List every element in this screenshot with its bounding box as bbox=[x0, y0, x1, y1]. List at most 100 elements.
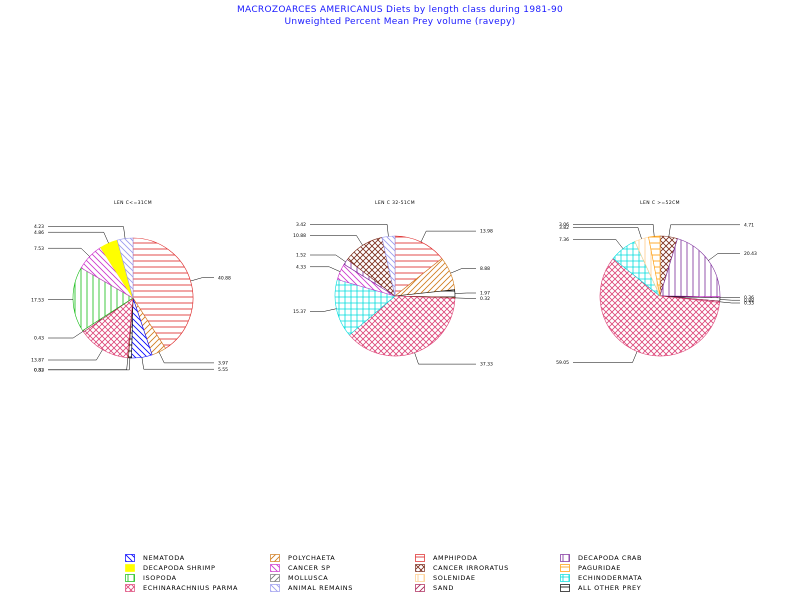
chart-title-line-2: Unweighted Percent Mean Prey volume (rav… bbox=[284, 17, 516, 27]
leader-line bbox=[310, 235, 363, 246]
pie-slice-isopoda bbox=[72, 267, 134, 332]
pie-value-label: 13.98 bbox=[480, 229, 493, 235]
pie-value-label: 15.37 bbox=[293, 309, 306, 315]
pie-value-label: 4.33 bbox=[296, 264, 306, 270]
pie-value-label: 0.36 bbox=[744, 295, 754, 301]
leader-line bbox=[310, 308, 337, 312]
leader-line bbox=[48, 247, 90, 257]
pie-value-label: 59.05 bbox=[556, 360, 569, 366]
legend-swatch bbox=[415, 554, 425, 562]
leader-line bbox=[310, 254, 346, 263]
leader-line bbox=[48, 357, 131, 371]
pie-value-label: 0.33 bbox=[34, 367, 44, 373]
pie-value-label: 1.97 bbox=[480, 291, 490, 297]
pie-value-label: 1.52 bbox=[296, 253, 306, 259]
legend-label: PAGURIDAE bbox=[578, 564, 621, 572]
pie-chart-1: LEN C<=31CM 40.88 3.975.55 0.820.33 13.87 0.4… bbox=[31, 200, 231, 374]
pie-value-label: 4.23 bbox=[34, 224, 44, 230]
pie-slice-amphipoda bbox=[394, 235, 443, 297]
leader-line bbox=[190, 277, 214, 282]
pie-value-label: 3.06 bbox=[559, 222, 569, 228]
pie-value-label: 37.33 bbox=[480, 362, 493, 368]
legend-label: MOLLUSCA bbox=[288, 574, 329, 582]
leader-line bbox=[48, 226, 126, 239]
pie-chart-2: LEN C 32-51CM 13.98 8.88 1.970.32 37.33 15.37… bbox=[293, 200, 493, 368]
pie-value-label: 3.82 bbox=[559, 225, 569, 231]
pie-slice-decapoda_crab bbox=[659, 238, 721, 297]
leader-line bbox=[573, 227, 642, 239]
legend-label: ISOPODA bbox=[143, 574, 177, 582]
pie-value-label: 0.33 bbox=[744, 301, 754, 307]
pie-title: LEN C >=52CM bbox=[640, 200, 680, 206]
pie-value-label: 8.88 bbox=[480, 266, 490, 272]
leader-line bbox=[48, 349, 103, 361]
pie-value-label: 3.97 bbox=[218, 360, 228, 366]
leader-line bbox=[573, 351, 638, 363]
leader-line bbox=[573, 239, 624, 249]
pie-value-label: 17.53 bbox=[31, 297, 44, 303]
legend-label: ECHINODERMATA bbox=[578, 574, 643, 582]
pie-value-label: 3.42 bbox=[296, 222, 306, 228]
leader-line bbox=[414, 352, 476, 365]
pie-slice-echinarachnius_parma bbox=[599, 258, 720, 357]
legend-swatch bbox=[415, 584, 425, 592]
leader-line bbox=[450, 268, 476, 274]
legend-swatch bbox=[270, 564, 280, 572]
legend-label: DECAPODA SHRIMP bbox=[143, 564, 216, 572]
leader-line bbox=[708, 253, 740, 261]
pie-value-label: 0.32 bbox=[480, 296, 490, 302]
legend-label: ALL OTHER PREY bbox=[578, 584, 642, 592]
pie-value-label: 13.87 bbox=[31, 358, 44, 364]
leader-line bbox=[719, 299, 740, 301]
pie-value-label: 7.53 bbox=[34, 246, 44, 252]
pie-slice-echinarachnius_parma bbox=[83, 297, 134, 359]
pie-title: LEN C 32-51CM bbox=[375, 200, 415, 206]
pie-value-label: 20.43 bbox=[744, 251, 757, 257]
pie-value-label: 40.88 bbox=[218, 275, 231, 281]
leader-line bbox=[668, 224, 740, 237]
legend-label: CANCER IRRORATUS bbox=[433, 564, 509, 572]
legend-swatch bbox=[270, 584, 280, 592]
pie-value-label: 5.55 bbox=[218, 367, 228, 373]
pie-value-label: 7.36 bbox=[559, 237, 569, 243]
leader-line bbox=[573, 224, 655, 237]
legend-label: NEMATODA bbox=[143, 554, 185, 562]
legend-label: DECAPODA CRAB bbox=[578, 554, 643, 562]
pie-slice-animal_remains bbox=[116, 237, 134, 299]
legend-swatch bbox=[125, 574, 135, 582]
leader-line bbox=[310, 266, 341, 272]
chart-title: MACROZOARCES AMERICANUS Diets by length … bbox=[0, 4, 800, 28]
legend-label: ANIMAL REMAINS bbox=[288, 584, 353, 592]
pie-title: LEN C<=31CM bbox=[114, 200, 152, 206]
legend-label: CANCER SP bbox=[288, 564, 331, 572]
chart-title-line-1: MACROZOARCES AMERICANUS Diets by length … bbox=[236, 5, 564, 15]
legend-label: SAND bbox=[433, 584, 454, 592]
pie-value-label: 4.86 bbox=[34, 230, 44, 236]
leader-line bbox=[141, 357, 214, 370]
legend-swatch bbox=[560, 584, 570, 592]
pie-slice-echinarachnius_parma bbox=[348, 295, 456, 357]
leader-line bbox=[454, 292, 476, 294]
legend-label: AMPHIPODA bbox=[433, 554, 478, 562]
legend-swatch bbox=[125, 554, 135, 562]
legend-swatch bbox=[270, 574, 280, 582]
leader-line bbox=[158, 351, 214, 364]
legend-label: SOLENIDAE bbox=[433, 574, 476, 582]
leader-line bbox=[48, 231, 109, 244]
pie-value-label: 0.43 bbox=[34, 336, 44, 342]
leader-line bbox=[719, 301, 740, 304]
legend-swatch bbox=[560, 554, 570, 562]
legend-swatch bbox=[415, 564, 425, 572]
legend-swatch bbox=[125, 584, 135, 592]
leader-line bbox=[310, 224, 389, 237]
legend-label: ECHINARACHNIUS PARMA bbox=[143, 584, 239, 592]
pie-value-label: 0.88 bbox=[744, 298, 754, 304]
legend-swatch bbox=[560, 574, 570, 582]
pie-chart-3: LEN C >=52CM 4.71 20.43 0.360.880.33 59.05 7.… bbox=[556, 200, 757, 366]
pie-value-label: 10.88 bbox=[293, 233, 306, 239]
leader-line bbox=[48, 331, 84, 339]
legend-swatch bbox=[560, 564, 570, 572]
pie-value-label: 4.71 bbox=[744, 222, 754, 228]
legend-swatch bbox=[270, 554, 280, 562]
